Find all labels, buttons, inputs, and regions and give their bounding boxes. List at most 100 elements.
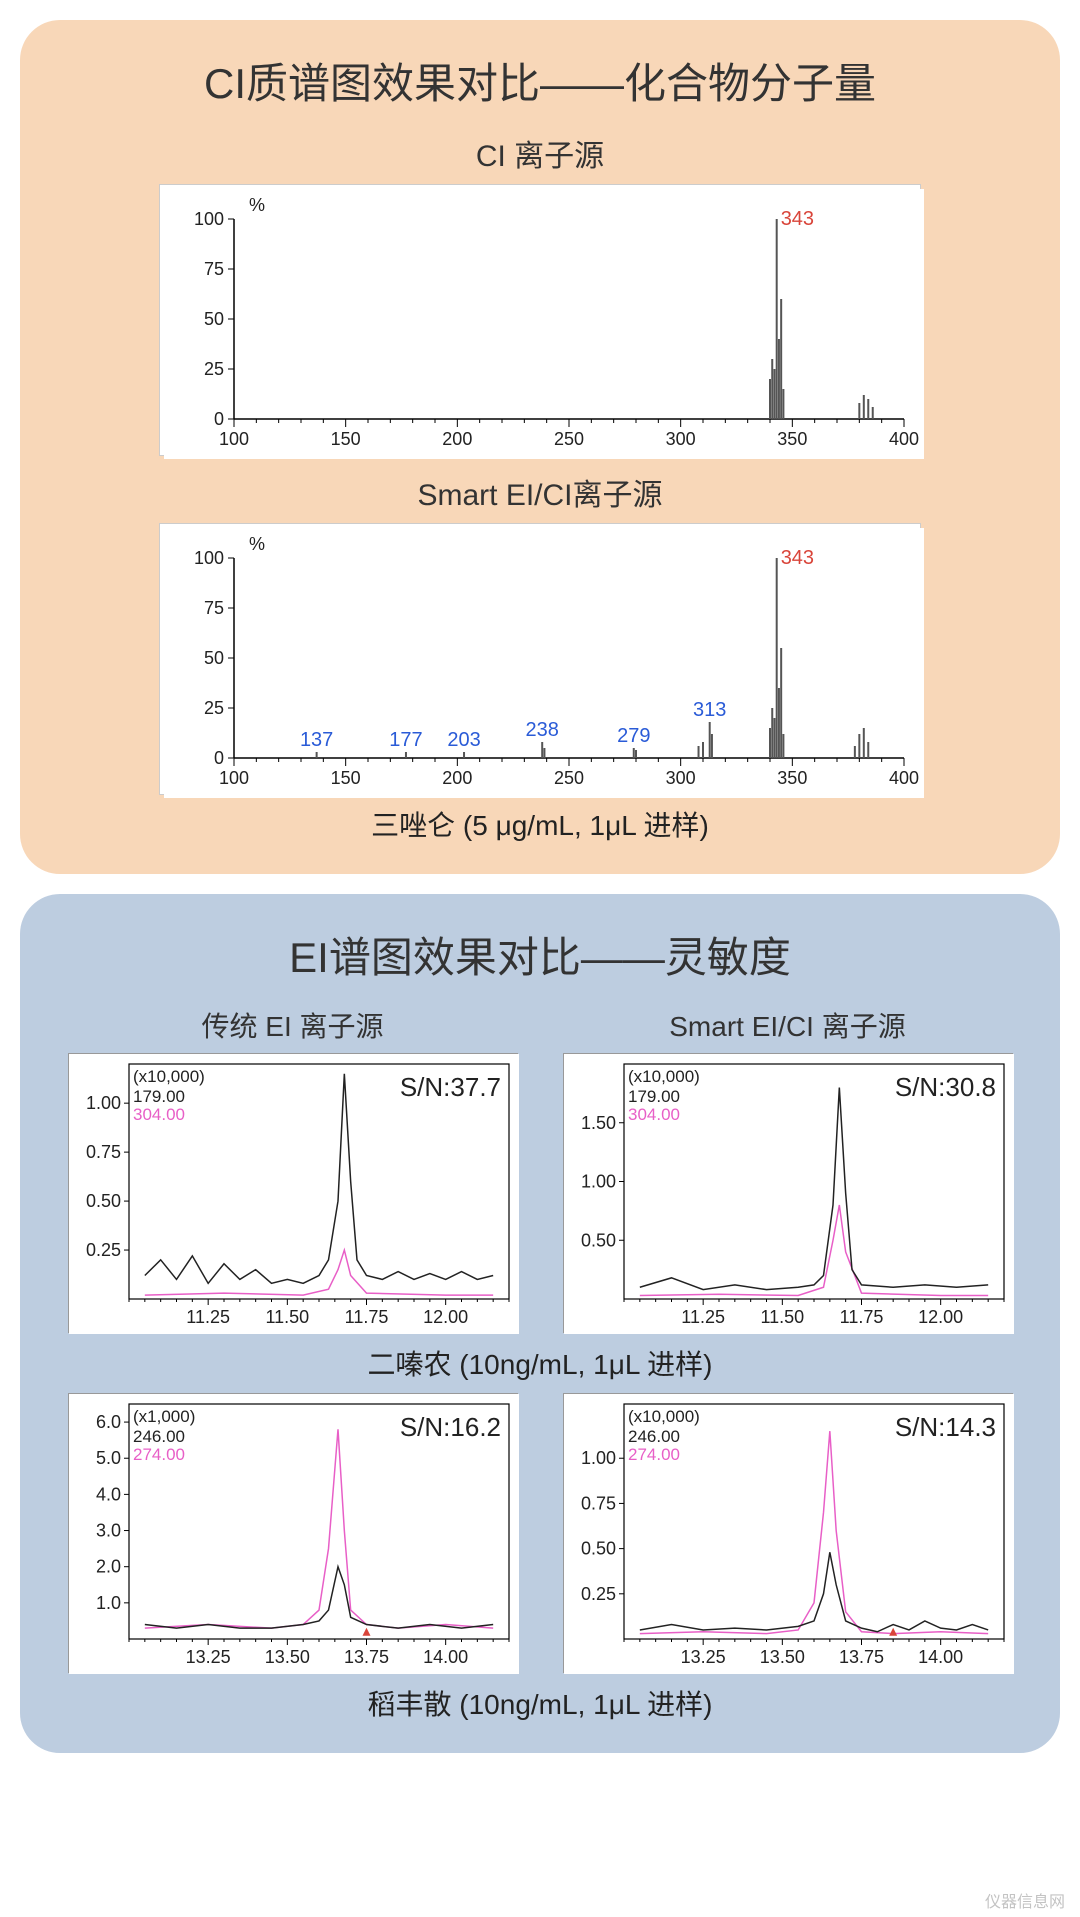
watermark: 仪器信息网 xyxy=(985,1888,1065,1912)
svg-text:350: 350 xyxy=(777,768,807,788)
ei-panel-title: EI谱图效果对比——灵敏度 xyxy=(60,924,1020,985)
svg-text:(x10,000): (x10,000) xyxy=(628,1067,700,1086)
chrom-chart-d: 0.25 0.50 0.75 1.00 13.25 13.50 13.75 14.00 (x10… xyxy=(563,1393,1013,1673)
svg-text:150: 150 xyxy=(331,768,361,788)
svg-text:250: 250 xyxy=(554,768,584,788)
svg-text:13.50: 13.50 xyxy=(264,1647,309,1667)
svg-text:300: 300 xyxy=(666,429,696,449)
svg-text:0.50: 0.50 xyxy=(580,1230,615,1250)
svg-text:14.00: 14.00 xyxy=(423,1647,468,1667)
ci-panel: CI质谱图效果对比——化合物分子量 CI 离子源 0 25 50 75 100% 100 1… xyxy=(20,20,1060,874)
svg-text:13.25: 13.25 xyxy=(680,1647,725,1667)
svg-text:%: % xyxy=(249,534,265,554)
svg-text:246.00: 246.00 xyxy=(133,1427,185,1446)
svg-text:0.50: 0.50 xyxy=(580,1539,615,1559)
svg-text:%: % xyxy=(249,195,265,215)
svg-text:100: 100 xyxy=(219,768,249,788)
svg-text:0.50: 0.50 xyxy=(85,1191,120,1211)
svg-text:313: 313 xyxy=(693,699,726,721)
svg-text:200: 200 xyxy=(442,429,472,449)
svg-text:S/N:30.8: S/N:30.8 xyxy=(894,1072,995,1102)
row2-caption: 稻丰散 (10ng/mL, 1μL 进样) xyxy=(60,1683,1020,1723)
svg-text:12.00: 12.00 xyxy=(918,1307,963,1327)
svg-text:137: 137 xyxy=(300,729,333,751)
ci-panel-title: CI质谱图效果对比——化合物分子量 xyxy=(60,50,1020,111)
svg-text:25: 25 xyxy=(204,698,224,718)
svg-text:150: 150 xyxy=(331,429,361,449)
svg-text:(x10,000): (x10,000) xyxy=(133,1067,205,1086)
svg-text:203: 203 xyxy=(447,729,480,751)
svg-text:304.00: 304.00 xyxy=(628,1105,680,1124)
svg-text:11.50: 11.50 xyxy=(265,1307,309,1327)
ei-panel: EI谱图效果对比——灵敏度 传统 EI 离子源 0.250.500.751.00… xyxy=(20,894,1060,1753)
svg-text:1.50: 1.50 xyxy=(580,1113,615,1133)
chrom-chart-c: 1.02.03.04.05.06.013.2513.5013.7514.00(x… xyxy=(68,1393,518,1673)
svg-text:100: 100 xyxy=(194,548,224,568)
svg-text:179.00: 179.00 xyxy=(628,1087,680,1106)
svg-text:50: 50 xyxy=(204,309,224,329)
svg-text:279: 279 xyxy=(617,725,650,747)
svg-text:0: 0 xyxy=(214,748,224,768)
svg-text:1.00: 1.00 xyxy=(85,1093,120,1113)
svg-text:14.00: 14.00 xyxy=(918,1647,963,1667)
svg-text:S/N:14.3: S/N:14.3 xyxy=(894,1412,995,1442)
svg-text:11.75: 11.75 xyxy=(344,1307,388,1327)
svg-text:1.00: 1.00 xyxy=(580,1172,615,1192)
svg-text:6.0: 6.0 xyxy=(95,1412,120,1432)
svg-text:S/N:37.7: S/N:37.7 xyxy=(399,1072,500,1102)
svg-text:13.75: 13.75 xyxy=(838,1647,883,1667)
svg-text:0.25: 0.25 xyxy=(85,1240,120,1260)
svg-text:100: 100 xyxy=(219,429,249,449)
svg-text:11.75: 11.75 xyxy=(839,1307,883,1327)
row2: 1.02.03.04.05.06.013.2513.5013.7514.00(x… xyxy=(60,1393,1020,1673)
row1: 传统 EI 离子源 0.250.500.751.0011.2511.5011.7… xyxy=(60,1005,1020,1333)
svg-text:(x10,000): (x10,000) xyxy=(628,1407,700,1426)
chart2-title: Smart EI/CI离子源 xyxy=(60,470,1020,514)
svg-text:75: 75 xyxy=(204,259,224,279)
svg-text:350: 350 xyxy=(777,429,807,449)
svg-text:11.25: 11.25 xyxy=(681,1307,725,1327)
svg-text:100: 100 xyxy=(194,209,224,229)
svg-text:274.00: 274.00 xyxy=(628,1445,680,1464)
svg-text:274.00: 274.00 xyxy=(133,1445,185,1464)
chart1-title: CI 离子源 xyxy=(60,131,1020,175)
svg-text:400: 400 xyxy=(889,429,919,449)
row1-caption: 二嗪农 (10ng/mL, 1μL 进样) xyxy=(60,1343,1020,1383)
svg-text:343: 343 xyxy=(781,547,814,569)
svg-text:11.50: 11.50 xyxy=(760,1307,804,1327)
svg-text:300: 300 xyxy=(666,768,696,788)
panel1-caption: 三唑仑 (5 μg/mL, 1μL 进样) xyxy=(60,804,1020,844)
svg-text:(x1,000): (x1,000) xyxy=(133,1407,195,1426)
svg-text:0.25: 0.25 xyxy=(580,1584,615,1604)
ci-spectrum-chart: 0 25 50 75 100% 100 150 200 250 300 350 400 343 xyxy=(160,185,920,455)
svg-text:11.25: 11.25 xyxy=(186,1307,230,1327)
svg-text:2.0: 2.0 xyxy=(95,1557,120,1577)
svg-text:12.00: 12.00 xyxy=(423,1307,468,1327)
svg-text:1.0: 1.0 xyxy=(95,1593,120,1613)
chrom-chart-b: 0.50 1.00 1.50 11.25 11.50 11.75 12.00 (x10,000… xyxy=(563,1053,1013,1333)
svg-text:238: 238 xyxy=(526,719,559,741)
svg-text:3.0: 3.0 xyxy=(95,1521,120,1541)
svg-text:50: 50 xyxy=(204,648,224,668)
chrom-chart-a: 0.250.500.751.0011.2511.5011.7512.00(x10… xyxy=(68,1053,518,1333)
svg-text:13.25: 13.25 xyxy=(185,1647,230,1667)
svg-text:304.00: 304.00 xyxy=(133,1105,185,1124)
svg-text:75: 75 xyxy=(204,598,224,618)
svg-text:200: 200 xyxy=(442,768,472,788)
svg-text:250: 250 xyxy=(554,429,584,449)
svg-text:177: 177 xyxy=(389,729,422,751)
svg-text:1.00: 1.00 xyxy=(580,1448,615,1468)
svg-text:343: 343 xyxy=(781,208,814,230)
svg-text:0.75: 0.75 xyxy=(580,1493,615,1513)
svg-text:179.00: 179.00 xyxy=(133,1087,185,1106)
smart-ci-spectrum-chart: 0 25 50 75 100% 100 150 200 250 300 350 400 343 137 17… xyxy=(160,524,920,794)
col2-title: Smart EI/CI 离子源 xyxy=(555,1005,1020,1045)
svg-text:25: 25 xyxy=(204,359,224,379)
svg-text:5.0: 5.0 xyxy=(95,1448,120,1468)
svg-text:S/N:16.2: S/N:16.2 xyxy=(399,1412,500,1442)
svg-text:246.00: 246.00 xyxy=(628,1427,680,1446)
svg-text:13.50: 13.50 xyxy=(759,1647,804,1667)
svg-text:400: 400 xyxy=(889,768,919,788)
svg-text:0: 0 xyxy=(214,409,224,429)
col1-title: 传统 EI 离子源 xyxy=(60,1005,525,1045)
